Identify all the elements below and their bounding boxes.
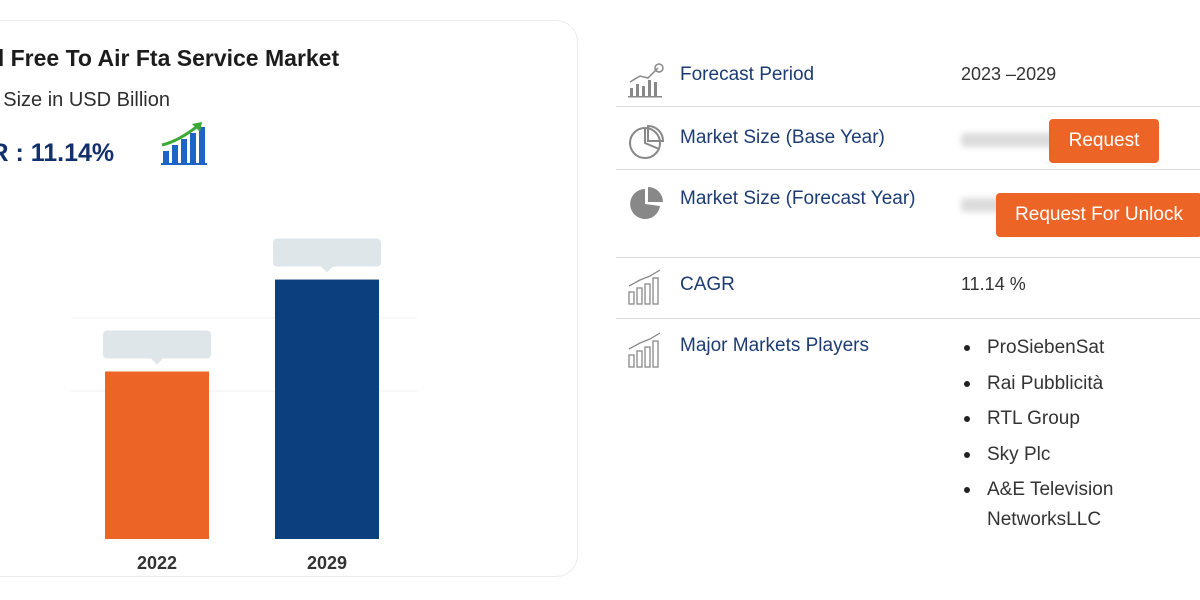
tooltip-pointer [151,358,163,364]
list-item: ProSiebenSat [961,333,1200,363]
bar-chart-svg: 2022 2029 [1,191,461,577]
players-list: ProSiebenSat Rai Pubblicità RTL Group Sk… [961,333,1200,541]
row-label: Market Size (Base Year) [680,123,920,152]
row-forecast-period: Forecast Period 2023 –2029 [616,44,1200,107]
pie-chart-filled-icon [626,184,666,222]
request-unlock-button[interactable]: Request For Unlock [996,193,1200,237]
list-item: RTL Group [961,404,1200,434]
row-label: Market Size (Forecast Year) [680,184,920,213]
bar-chart-icon [626,331,666,369]
value-tooltip-2022 [103,330,211,358]
request-button[interactable]: Request [1049,119,1159,163]
market-info-table: Forecast Period 2023 –2029 Market Size (… [616,44,1200,549]
card-subtitle: ket Size in USD Billion [0,89,170,112]
growth-chart-icon [159,121,207,167]
list-item: A&E Television NetworksLLC [961,475,1200,535]
row-label: Forecast Period [680,60,920,89]
bar-2022 [105,371,209,539]
card-title: bal Free To Air Fta Service Market [0,45,339,72]
pie-chart-outline-icon [626,123,666,161]
row-value: 2023 –2029 [961,64,1056,85]
x-tick-label: 2022 [137,553,177,573]
market-size-bar-chart: 2022 2029 [1,191,461,577]
tooltip-pointer [321,267,333,273]
forecast-chart-icon [626,62,666,100]
row-major-players: Major Markets Players ProSiebenSat Rai P… [616,319,1200,549]
bar-2029 [275,280,379,539]
row-label: Major Markets Players [680,331,920,360]
list-item: Rai Pubblicità [961,369,1200,399]
x-tick-label: 2029 [307,553,347,573]
market-summary-card: bal Free To Air Fta Service Market ket S… [0,20,578,577]
row-value: 11.14 % [961,274,1026,295]
row-label: CAGR [680,270,920,299]
row-market-size-base: Market Size (Base Year) Request [616,107,1200,170]
row-market-size-forecast: Market Size (Forecast Year) Request For … [616,170,1200,258]
value-tooltip-2029 [273,239,381,267]
list-item: Sky Plc [961,440,1200,470]
bar-chart-icon [626,268,666,306]
row-cagr: CAGR 11.14 % [616,258,1200,319]
cagr-headline: GR : 11.14% [0,139,114,168]
